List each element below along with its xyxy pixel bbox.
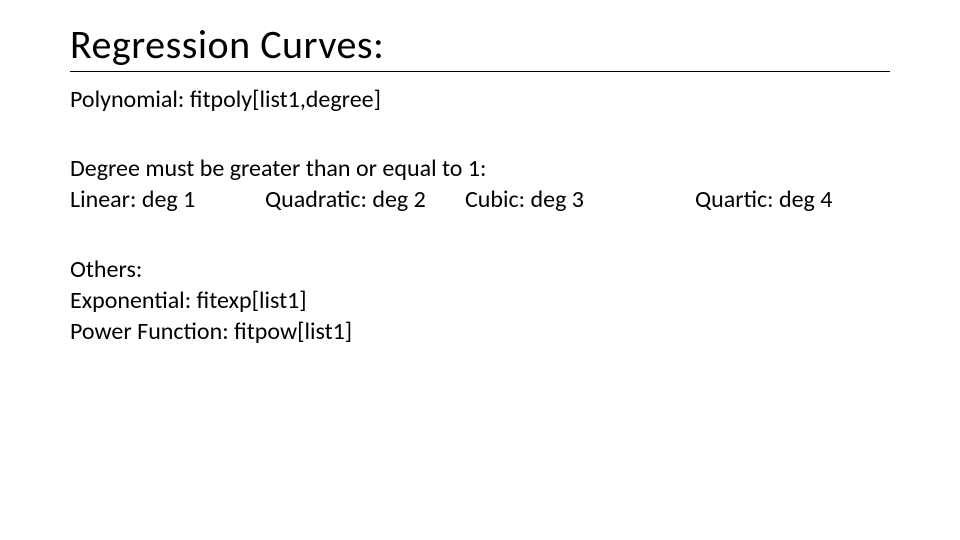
degree-examples-line: Linear: deg 1 Quadratic: deg 2 Cubic: de… xyxy=(70,184,890,215)
slide-container: Regression Curves: Polynomial: fitpoly[l… xyxy=(70,20,890,347)
exponential-line: Exponential: fitexp[list1] xyxy=(70,285,890,316)
quadratic-label: Quadratic: deg 2 xyxy=(265,184,465,215)
slide-title: Regression Curves: xyxy=(70,20,890,69)
title-underline xyxy=(70,71,890,72)
power-line: Power Function: fitpow[list1] xyxy=(70,316,890,347)
polynomial-line: Polynomial: fitpoly[list1,degree] xyxy=(70,84,890,115)
gap-2 xyxy=(70,216,890,254)
degree-requirement: Degree must be greater than or equal to … xyxy=(70,153,890,184)
gap-1 xyxy=(70,115,890,153)
quartic-label: Quartic: deg 4 xyxy=(695,184,832,215)
cubic-label: Cubic: deg 3 xyxy=(465,184,690,215)
others-label: Others: xyxy=(70,254,890,285)
linear-label: Linear: deg 1 xyxy=(70,184,265,215)
